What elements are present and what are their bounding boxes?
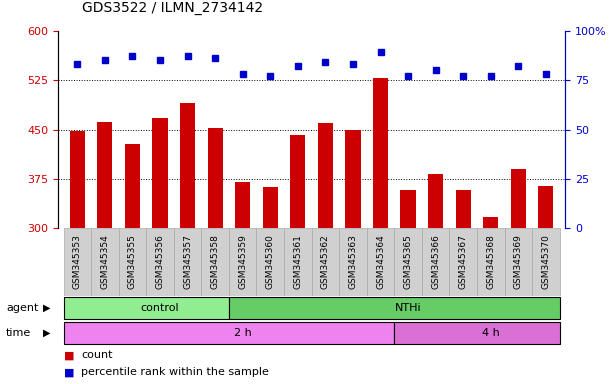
Bar (64, 322, 394, 344)
Text: GSM345370: GSM345370 (541, 234, 551, 289)
Bar (422, 228, 450, 296)
Text: ▶: ▶ (43, 328, 50, 338)
Bar (263, 187, 278, 228)
Bar (119, 228, 146, 296)
Bar (64, 297, 229, 319)
Bar (394, 228, 422, 296)
Bar (208, 128, 223, 228)
Bar (152, 118, 167, 228)
Bar (202, 228, 229, 296)
Bar (532, 228, 560, 296)
Bar (477, 228, 505, 296)
Bar (284, 228, 312, 296)
Bar (146, 228, 174, 296)
Text: control: control (141, 303, 180, 313)
Bar (97, 122, 112, 228)
Text: ▶: ▶ (43, 303, 50, 313)
Bar (125, 144, 140, 228)
Text: GSM345360: GSM345360 (266, 234, 275, 289)
Text: GDS3522 / ILMN_2734142: GDS3522 / ILMN_2734142 (82, 2, 263, 15)
Text: 2 h: 2 h (234, 328, 252, 338)
Text: count: count (81, 350, 113, 360)
Bar (180, 103, 195, 228)
Bar (450, 228, 477, 296)
Text: NTHi: NTHi (395, 303, 422, 313)
Bar (428, 174, 443, 228)
Text: GSM345358: GSM345358 (211, 234, 219, 289)
Text: GSM345353: GSM345353 (73, 234, 82, 289)
Text: GSM345356: GSM345356 (156, 234, 164, 289)
Bar (456, 190, 471, 228)
Text: GSM345361: GSM345361 (293, 234, 302, 289)
Bar (339, 228, 367, 296)
Text: ■: ■ (64, 350, 75, 360)
Text: time: time (6, 328, 31, 338)
Bar (345, 129, 360, 228)
Text: GSM345359: GSM345359 (238, 234, 247, 289)
Bar (373, 78, 388, 228)
Text: GSM345366: GSM345366 (431, 234, 440, 289)
Bar (290, 135, 306, 228)
Bar (229, 228, 257, 296)
Bar (318, 123, 333, 228)
Bar (483, 217, 499, 228)
Bar (235, 182, 251, 228)
Text: GSM345363: GSM345363 (348, 234, 357, 289)
Text: agent: agent (6, 303, 38, 313)
Bar (394, 322, 560, 344)
Text: 4 h: 4 h (482, 328, 500, 338)
Bar (257, 228, 284, 296)
Text: GSM345368: GSM345368 (486, 234, 496, 289)
Bar (229, 297, 560, 319)
Bar (505, 228, 532, 296)
Bar (64, 228, 91, 296)
Bar (70, 131, 85, 228)
Text: GSM345354: GSM345354 (100, 234, 109, 289)
Text: ■: ■ (64, 367, 75, 377)
Text: percentile rank within the sample: percentile rank within the sample (81, 367, 269, 377)
Text: GSM345365: GSM345365 (404, 234, 412, 289)
Text: GSM345355: GSM345355 (128, 234, 137, 289)
Text: GSM345369: GSM345369 (514, 234, 523, 289)
Bar (511, 169, 526, 228)
Bar (91, 228, 119, 296)
Bar (400, 190, 415, 228)
Bar (174, 228, 202, 296)
Bar (312, 228, 339, 296)
Bar (367, 228, 394, 296)
Text: GSM345367: GSM345367 (459, 234, 467, 289)
Text: GSM345362: GSM345362 (321, 234, 330, 289)
Text: GSM345364: GSM345364 (376, 234, 385, 289)
Text: GSM345357: GSM345357 (183, 234, 192, 289)
Bar (538, 185, 554, 228)
